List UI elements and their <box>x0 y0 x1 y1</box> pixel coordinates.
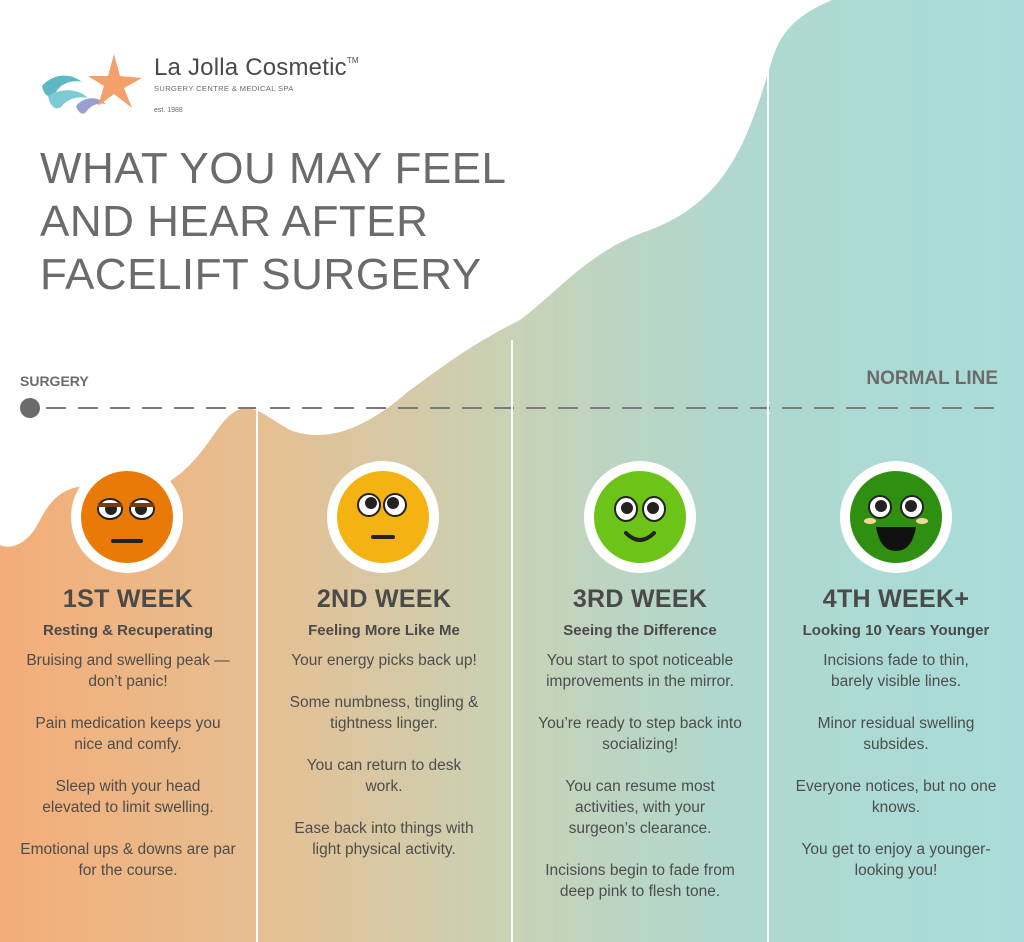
week-item: Sleep with your head elevated to limit s… <box>42 778 214 816</box>
week2-face <box>327 461 439 573</box>
week-subheading: Looking 10 Years Younger <box>802 622 990 639</box>
grimace-face-icon <box>81 471 173 563</box>
week-item: You’re ready to step back into socializi… <box>538 715 742 753</box>
week-item: You get to enjoy a younger-looking you! <box>801 841 991 879</box>
surgery-marker <box>20 398 40 418</box>
title-line: WHAT YOU MAY FEEL <box>40 144 507 193</box>
week-column-2: 2ND WEEK Feeling More Like Me Your energ… <box>256 585 512 881</box>
column-divider <box>767 45 769 942</box>
smile-face-icon <box>594 471 686 563</box>
surgery-label: SURGERY <box>20 373 89 389</box>
title-line: FACELIFT SURGERY <box>40 250 482 299</box>
week-subheading: Seeing the Difference <box>563 622 717 639</box>
week-heading: 3RD WEEK <box>572 585 708 613</box>
week-item: Incisions begin to fade from deep pink t… <box>545 862 735 900</box>
week-item: You can resume most activities, with you… <box>565 778 715 837</box>
week4-face <box>840 461 952 573</box>
page-title: WHAT YOU MAY FEEL AND HEAR AFTER FACELIF… <box>40 142 560 301</box>
starfish-wave-icon <box>42 54 142 114</box>
week-item: Your energy picks back up! <box>291 652 477 669</box>
week-column-3: 3RD WEEK Seeing the Difference You start… <box>512 585 768 923</box>
week-item: Pain medication keeps you nice and comfy… <box>35 715 221 753</box>
title-line: AND HEAR AFTER <box>40 197 429 246</box>
brand-tagline: SURGERY CENTRE & MEDICAL SPA <box>154 84 294 93</box>
week-heading: 1ST WEEK <box>62 585 194 613</box>
column-divider <box>256 400 258 942</box>
week-item: Bruising and swelling peak —don’t panic! <box>26 652 230 690</box>
week-item: Ease back into things with light physica… <box>294 820 474 858</box>
white-wave-area <box>0 0 832 547</box>
week-subheading: Feeling More Like Me <box>308 622 460 639</box>
week-item: Emotional ups & downs are par for the co… <box>20 841 236 879</box>
grin-face-icon <box>850 471 942 563</box>
week1-face <box>71 461 183 573</box>
week-heading: 4TH WEEK+ <box>822 585 970 613</box>
brand-established: est. 1988 <box>154 107 183 114</box>
week-heading: 2ND WEEK <box>316 585 452 613</box>
brand-name: La Jolla CosmeticTM <box>154 54 359 81</box>
neutral-face-icon <box>337 471 429 563</box>
week-item: You start to spot noticeable improvement… <box>546 652 734 690</box>
week-subheading: Resting & Recuperating <box>42 622 214 639</box>
week-item: Incisions fade to thin, barely visible l… <box>823 652 969 690</box>
brand-logo: La Jolla CosmeticTM SURGERY CENTRE & MED… <box>38 50 378 120</box>
week-item: Minor residual swelling subsides. <box>817 715 975 753</box>
week-column-1: 1ST WEEK Resting & Recuperating Bruising… <box>0 585 256 902</box>
week-item: Some numbness, tingling & tightness ling… <box>289 694 479 732</box>
week-item: You can return to desk work. <box>306 757 462 795</box>
column-divider <box>511 340 513 942</box>
week3-face <box>584 461 696 573</box>
normal-line-label: NORMAL LINE <box>866 368 998 389</box>
week-column-4: 4TH WEEK+ Looking 10 Years Younger Incis… <box>768 585 1024 902</box>
week-item: Everyone notices, but no one knows. <box>795 778 997 816</box>
